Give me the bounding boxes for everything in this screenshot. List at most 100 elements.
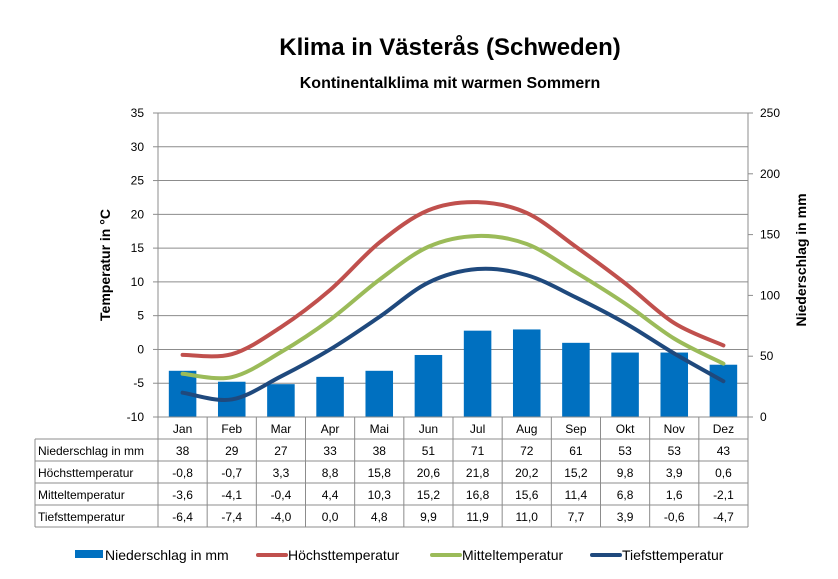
table-cell: 16,8 (466, 488, 490, 502)
legend-label: Mitteltemperatur (462, 547, 563, 563)
table-cell: 4,8 (371, 510, 388, 524)
bar-Dez (709, 364, 738, 417)
table-cell: -2,1 (713, 488, 734, 502)
table-row-label: Mitteltemperatur (38, 488, 125, 502)
x-tick-label: Okt (616, 422, 635, 436)
table-cell: 51 (422, 444, 436, 458)
table-cell: 33 (323, 444, 337, 458)
bar-Mai (365, 370, 394, 417)
y-tick-label: 15 (131, 241, 145, 255)
table-cell: 15,2 (564, 466, 588, 480)
x-tick-label: Jan (173, 422, 192, 436)
table-cell: 29 (225, 444, 239, 458)
bar-Sep (562, 342, 590, 417)
table-cell: 3,3 (273, 466, 290, 480)
table-cell: 15,2 (417, 488, 441, 502)
y2-axis-label: Niederschlag in mm (793, 193, 809, 326)
table-cell: 53 (618, 444, 632, 458)
legend-label: Höchsttemperatur (288, 547, 400, 563)
y2-tick-label: 100 (760, 288, 780, 302)
table-cell: 20,2 (515, 466, 539, 480)
table-row-label: Niederschlag in mm (38, 444, 144, 458)
table-cell: 3,9 (617, 510, 634, 524)
table-cell: 6,8 (617, 488, 634, 502)
y-tick-label: 35 (131, 106, 145, 120)
y-tick-label: 0 (137, 342, 144, 356)
y2-tick-label: 0 (760, 410, 767, 424)
x-tick-label: Jul (470, 422, 485, 436)
y-tick-label: 5 (137, 309, 144, 323)
bar-Aug (512, 329, 541, 417)
y-tick-label: 25 (131, 174, 145, 188)
y2-tick-label: 150 (760, 228, 780, 242)
table-cell: -0,4 (271, 488, 292, 502)
table-cell: 11,9 (466, 510, 489, 524)
bar-Nov (660, 352, 689, 417)
x-tick-label: Feb (221, 422, 242, 436)
line-Mitteltemperatur (180, 233, 726, 381)
y-tick-label: -5 (133, 376, 144, 390)
table-cell: 9,9 (420, 510, 437, 524)
table-cell: 0,0 (322, 510, 339, 524)
x-tick-label: Aug (516, 422, 537, 436)
y-tick-label: 20 (131, 207, 145, 221)
table-cell: 38 (373, 444, 387, 458)
table-cell: -0,8 (172, 466, 193, 480)
table-cell: 3,9 (666, 466, 683, 480)
table-cell: -4,1 (221, 488, 242, 502)
y2-tick-label: 250 (760, 106, 780, 120)
table-cell: 43 (717, 444, 731, 458)
table-cell: 0,6 (715, 466, 732, 480)
table-cell: 9,8 (617, 466, 634, 480)
legend-swatch (75, 550, 103, 558)
table-cell: 38 (176, 444, 190, 458)
table-cell: 27 (274, 444, 288, 458)
bar-Apr (316, 376, 344, 417)
x-tick-label: Sep (565, 422, 587, 436)
line-Höchsttemperatur (180, 200, 726, 359)
x-tick-label: Mai (370, 422, 389, 436)
table-row-label: Tiefsttemperatur (38, 510, 125, 524)
table-cell: -3,6 (172, 488, 193, 502)
y-tick-label: 10 (131, 275, 145, 289)
legend-label: Tiefsttemperatur (622, 547, 724, 563)
table-cell: -4,0 (271, 510, 292, 524)
table-cell: 15,8 (368, 466, 392, 480)
table-cell: 11,4 (565, 488, 588, 502)
table-row-label: Höchsttemperatur (38, 466, 133, 480)
table-cell: -6,4 (172, 510, 193, 524)
x-tick-label: Mar (271, 422, 292, 436)
table-cell: 11,0 (516, 510, 539, 524)
table-cell: 7,7 (568, 510, 585, 524)
bar-Okt (611, 352, 639, 417)
table-cell: -0,6 (664, 510, 685, 524)
table-cell: 53 (668, 444, 682, 458)
table-cell: 72 (520, 444, 534, 458)
table-cell: 20,6 (417, 466, 441, 480)
y2-tick-label: 50 (760, 349, 774, 363)
x-tick-label: Dez (713, 422, 734, 436)
table-cell: -4,7 (713, 510, 734, 524)
table-cell: 1,6 (666, 488, 683, 502)
line-Tiefsttemperatur (180, 266, 726, 402)
chart-subtitle: Kontinentalklima mit warmen Sommern (300, 75, 601, 92)
chart-title: Klima in Västerås (Schweden) (279, 34, 620, 61)
x-tick-label: Apr (321, 422, 340, 436)
table-cell: -0,7 (221, 466, 242, 480)
table-cell: 10,3 (368, 488, 392, 502)
y2-tick-label: 200 (760, 167, 780, 181)
bar-Jul (463, 330, 492, 417)
table-cell: -7,4 (221, 510, 242, 524)
x-tick-label: Jun (419, 422, 438, 436)
bar-Mar (267, 384, 295, 417)
legend-label: Niederschlag in mm (105, 547, 229, 563)
table-cell: 15,6 (515, 488, 539, 502)
bar-Jun (414, 354, 443, 417)
y-tick-label: 30 (131, 140, 145, 154)
y-axis-label: Temperatur in °C (97, 209, 113, 321)
table-cell: 8,8 (322, 466, 339, 480)
table-cell: 21,8 (466, 466, 490, 480)
table-cell: 4,4 (322, 488, 339, 502)
